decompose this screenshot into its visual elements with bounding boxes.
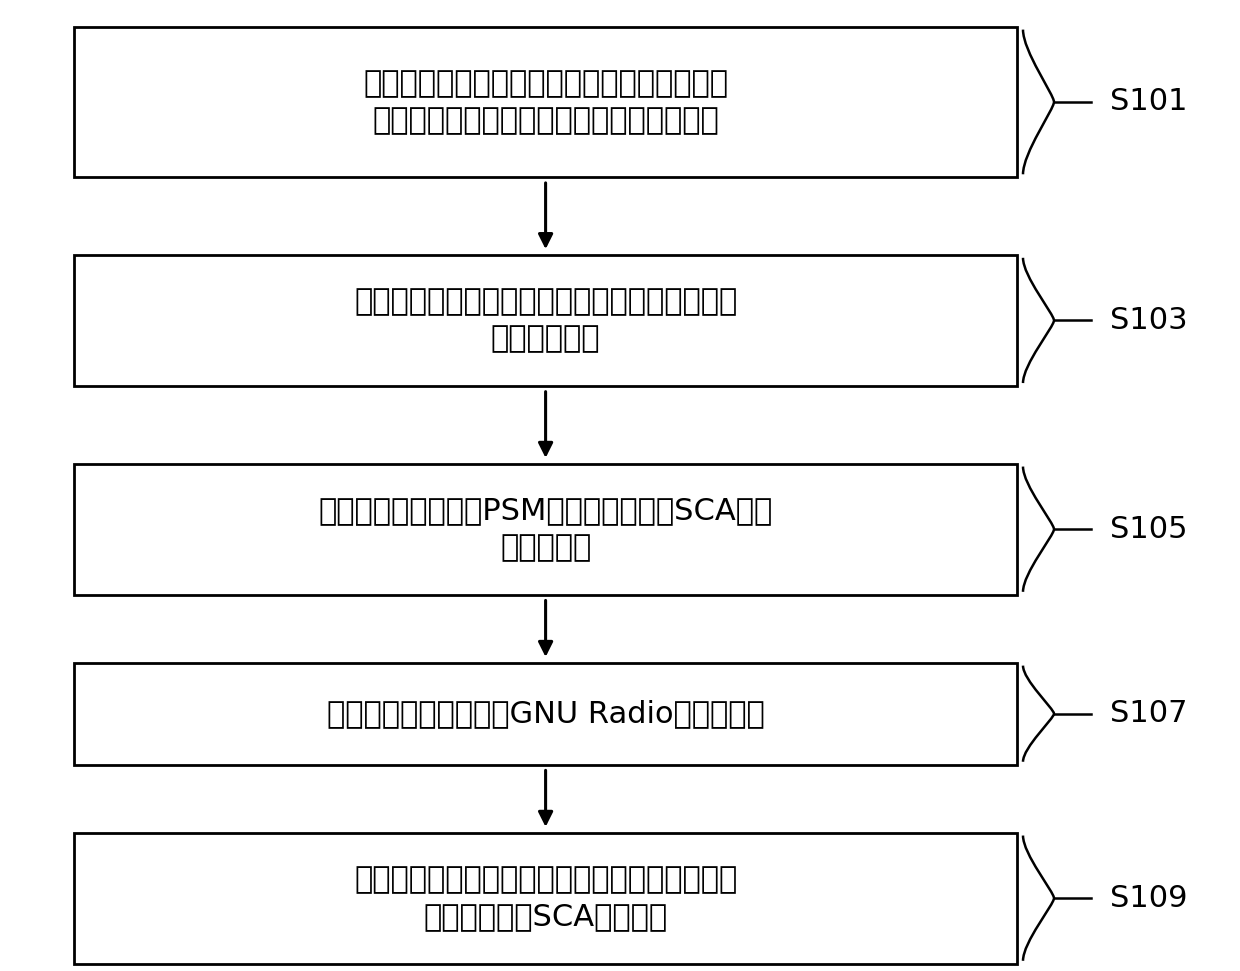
Text: 块，以及各功能模块的功能描述及连接关系: 块，以及各功能模块的功能描述及连接关系: [372, 106, 719, 135]
Text: S103: S103: [1110, 306, 1188, 335]
Text: 根据功能描述及连接关系，确定功能模块对应的: 根据功能描述及连接关系，确定功能模块对应的: [353, 287, 738, 317]
Bar: [74, 662, 1017, 765]
Text: S109: S109: [1110, 884, 1188, 913]
Text: 合波形需求的SCA波形组件: 合波形需求的SCA波形组件: [424, 902, 667, 931]
Bar: [74, 254, 1017, 385]
Text: 对平台无关模型进行PSM映射，生成符合SCA规范: 对平台无关模型进行PSM映射，生成符合SCA规范: [319, 496, 773, 525]
Bar: [74, 26, 1017, 177]
Bar: [74, 832, 1017, 963]
Text: 平台无关模型: 平台无关模型: [491, 324, 600, 353]
Text: 的框架代码: 的框架代码: [500, 533, 591, 562]
Text: 根据功能描述获取基于GNU Radio的模块代码: 根据功能描述获取基于GNU Radio的模块代码: [326, 699, 765, 728]
Text: S101: S101: [1110, 87, 1188, 117]
Text: S105: S105: [1110, 515, 1188, 544]
Text: 获取根据波形需求进行功能划分得到的功能模: 获取根据波形需求进行功能划分得到的功能模: [363, 69, 728, 98]
Text: 根据框架代码对模块代码进行重新封装，生成符: 根据框架代码对模块代码进行重新封装，生成符: [353, 865, 738, 894]
Bar: [74, 464, 1017, 594]
Text: S107: S107: [1110, 699, 1188, 728]
